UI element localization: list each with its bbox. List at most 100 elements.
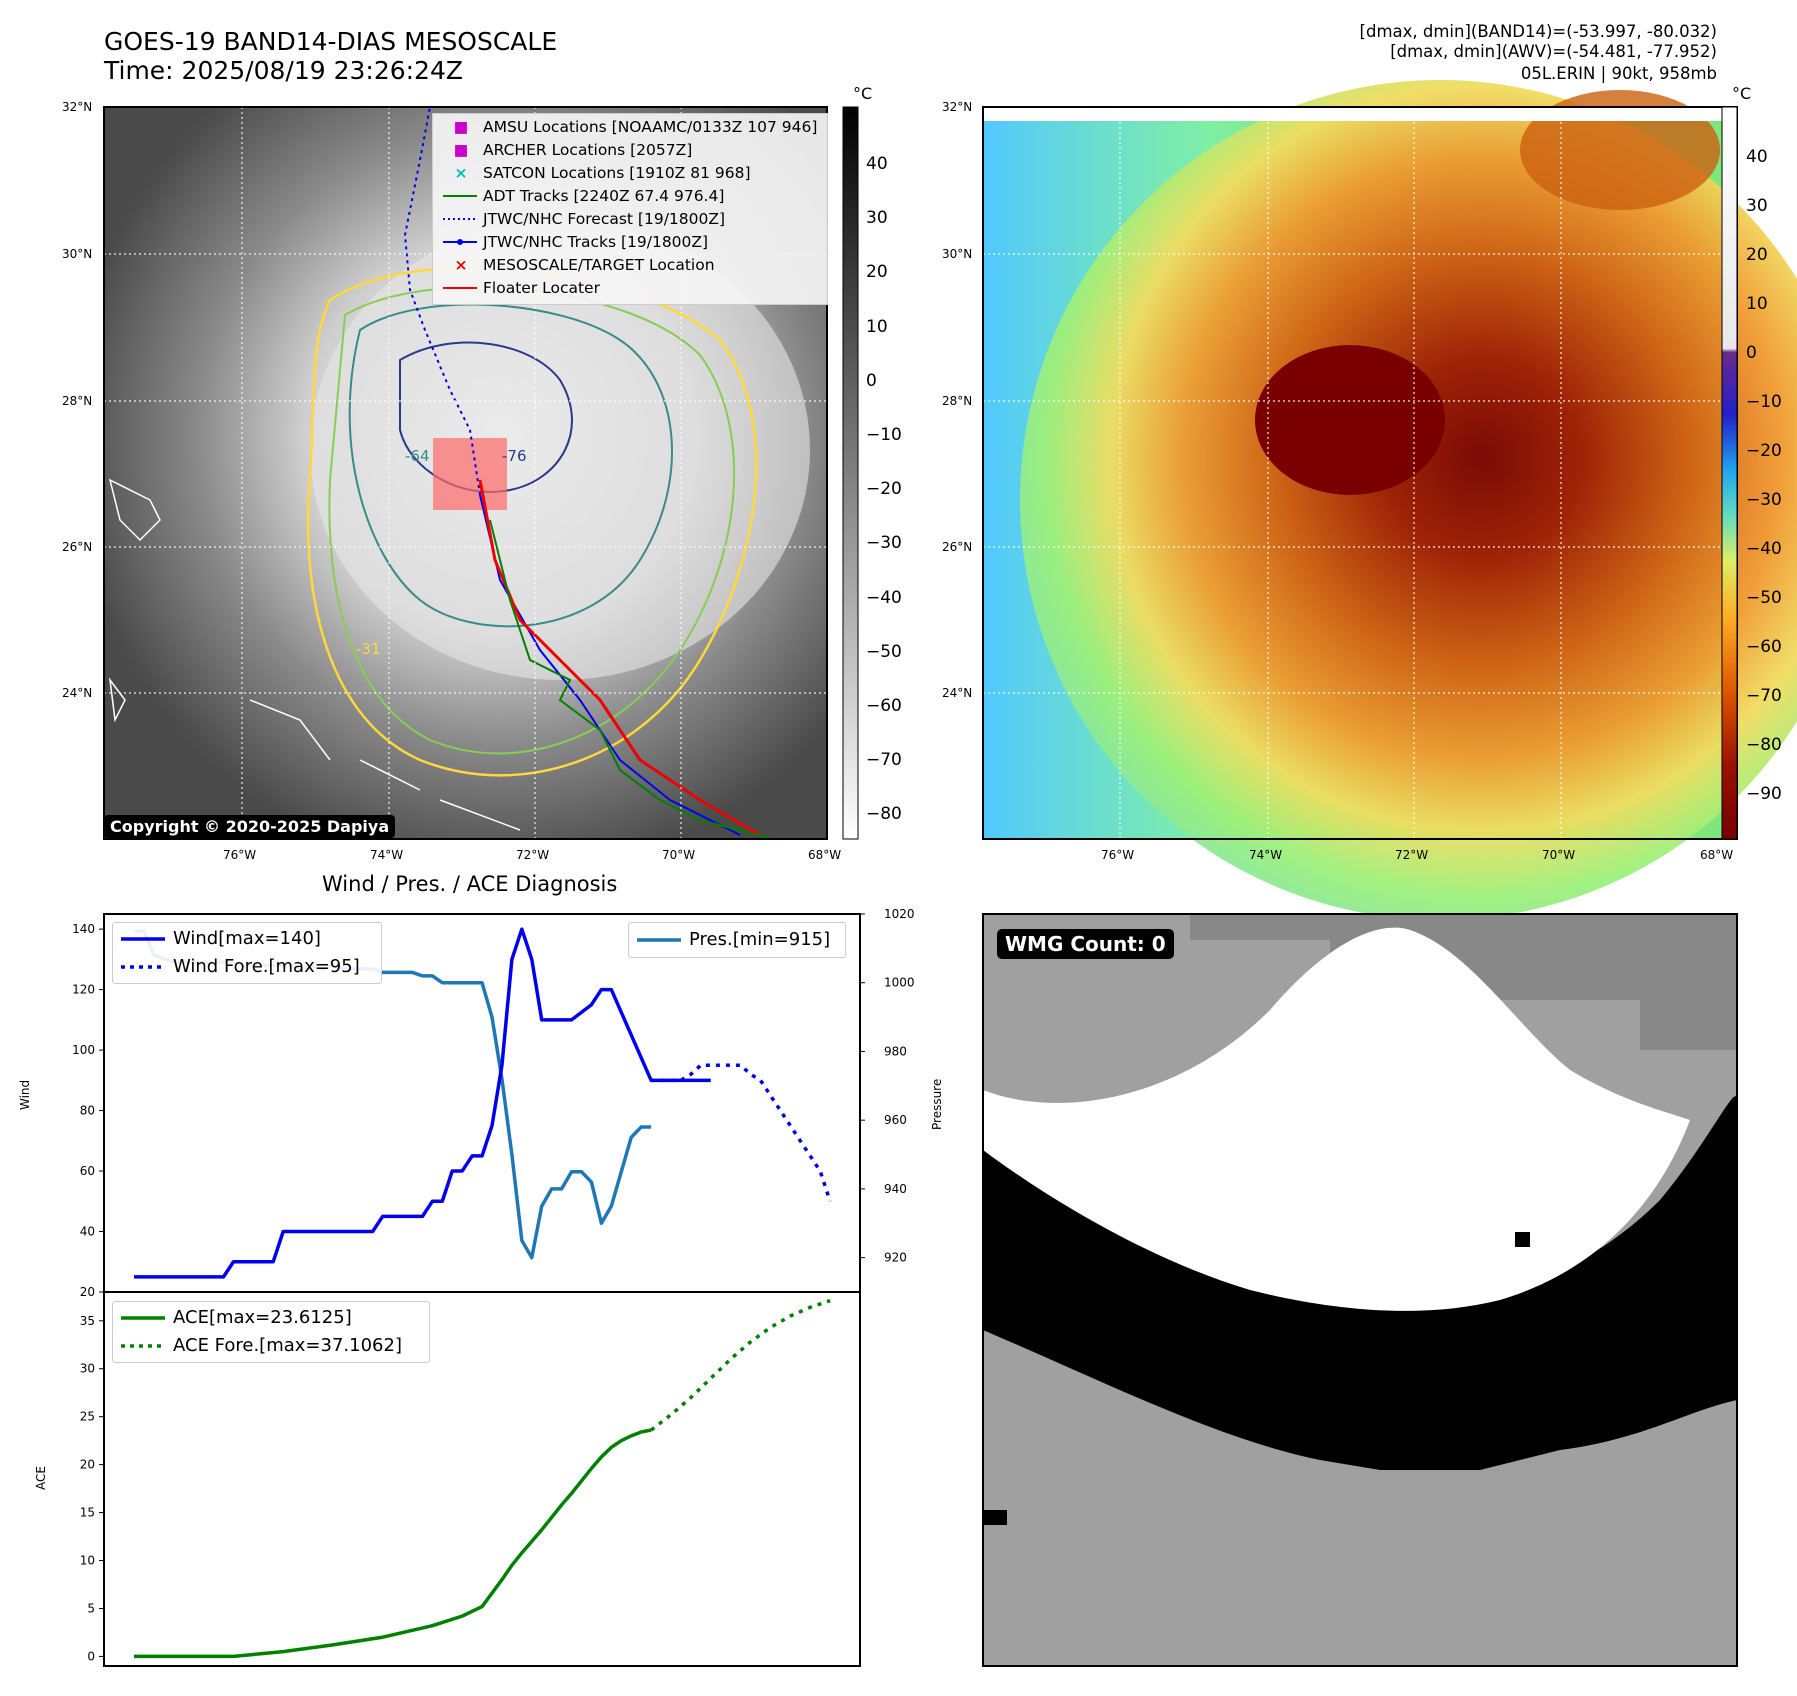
figure-title: GOES-19 BAND14-DIAS MESOSCALE — [104, 27, 558, 56]
colorbar-tick-label: 10 — [866, 316, 888, 337]
ace-legend: ACE[max=23.6125] ACE Fore.[max=37.1062] — [112, 1301, 430, 1363]
legend-label: ACE Fore.[max=37.1062] — [173, 1335, 402, 1356]
lon-label: 68°W — [808, 848, 842, 862]
lat-label: 28°N — [942, 394, 973, 408]
legend-label: Pres.[min=915] — [689, 929, 831, 950]
pressure-tick-label: 920 — [884, 1251, 907, 1265]
ace-tick-label: 10 — [80, 1554, 95, 1568]
lat-label: 24°N — [942, 686, 973, 700]
left-colorbar-unit: °C — [853, 84, 873, 103]
colorbar-tick-label: 20 — [1746, 245, 1768, 265]
wind-tick-label: 140 — [72, 922, 95, 936]
lon-label: 72°W — [516, 848, 550, 862]
info-awv: [dmax, dmin](AWV)=(-54.481, -77.952) — [1390, 42, 1717, 61]
ace-tick-label: 25 — [80, 1410, 95, 1424]
colorbar-tick-label: 10 — [1746, 294, 1768, 314]
lat-label: 24°N — [62, 686, 93, 700]
colorbar-tick-label: 30 — [866, 208, 888, 229]
ace-line — [134, 1428, 652, 1659]
lon-label: 74°W — [370, 848, 404, 862]
legend-line-icon — [121, 1316, 165, 1320]
pressure-legend: Pres.[min=915] — [628, 922, 846, 958]
lon-label: 70°W — [1542, 848, 1576, 862]
legend-line-icon — [443, 287, 477, 289]
legend-row-archer: ■ ARCHER Locations [2057Z] — [433, 139, 827, 161]
colorbar-tick-label: 20 — [866, 262, 888, 283]
colorbar-tick-label: −20 — [1746, 441, 1782, 461]
figure-time: Time: 2025/08/19 23:26:24Z — [104, 56, 463, 85]
copyright-badge: Copyright © 2020-2025 Dapiya — [104, 815, 396, 838]
colorbar-tick-label: −30 — [1746, 490, 1782, 510]
legend-square-icon: ■ — [453, 118, 469, 136]
legend-label: JTWC/NHC Tracks [19/1800Z] — [483, 233, 709, 251]
ace-tick-label: 30 — [80, 1362, 95, 1376]
wind-line — [134, 927, 711, 1279]
legend-label: Wind Fore.[max=95] — [173, 956, 360, 977]
colorbar-tick-label: 40 — [866, 154, 888, 174]
legend-row-adt: ADT Tracks [2240Z 67.4 976.4] — [433, 185, 827, 207]
contour-label: -31 — [356, 640, 381, 658]
legend-line-icon — [637, 938, 681, 942]
colorbar-tick-label: −10 — [1746, 392, 1782, 412]
pressure-tick-label: 980 — [884, 1044, 907, 1058]
colorbar-tick-label: −60 — [1746, 637, 1782, 657]
legend-row-forecast: JTWC/NHC Forecast [19/1800Z] — [433, 208, 827, 230]
legend-row-target: × MESOSCALE/TARGET Location — [433, 254, 827, 276]
wind-tick-label: 100 — [72, 1043, 95, 1057]
colorbar-tick-label: 30 — [1746, 196, 1768, 216]
lat-label: 30°N — [62, 247, 93, 261]
lon-label: 74°W — [1249, 848, 1283, 862]
legend-line-icon — [121, 937, 165, 941]
legend-label: ADT Tracks [2240Z 67.4 976.4] — [483, 187, 725, 205]
legend-label: ACE[max=23.6125] — [173, 1307, 352, 1328]
legend-label: SATCON Locations [1910Z 81 968] — [483, 164, 751, 182]
wind-tick-label: 60 — [80, 1164, 95, 1178]
ace-tick-label: 35 — [80, 1314, 95, 1328]
wind-legend: Wind[max=140] Wind Fore.[max=95] — [112, 922, 382, 984]
colorbar-tick-label: 40 — [1746, 147, 1768, 167]
legend-row-tracks: JTWC/NHC Tracks [19/1800Z] — [433, 231, 827, 253]
info-storm: 05L.ERIN | 90kt, 958mb — [1520, 64, 1717, 83]
ace-panel-frame — [103, 1291, 861, 1667]
right-colorbar-unit: °C — [1732, 84, 1752, 103]
legend-label: JTWC/NHC Forecast [19/1800Z] — [483, 210, 726, 228]
lon-label: 68°W — [1700, 848, 1734, 862]
contour-label: -76 — [502, 447, 527, 465]
lon-label: 76°W — [1101, 848, 1135, 862]
legend-line-icon — [443, 195, 477, 197]
legend-label: Floater Locater — [483, 279, 600, 297]
wind-tick-label: 40 — [80, 1225, 95, 1239]
colorbar-tick-label: −50 — [1746, 588, 1782, 608]
pressure-tick-label: 960 — [884, 1113, 907, 1127]
diagnosis-title: Wind / Pres. / ACE Diagnosis — [322, 872, 618, 896]
legend-row-floater: Floater Locater — [433, 277, 827, 299]
ace-tick-label: 20 — [80, 1458, 95, 1472]
pressure-tick-label: 1000 — [884, 976, 915, 990]
wind-tick-label: 120 — [72, 983, 95, 997]
pressure-tick-label: 940 — [884, 1182, 907, 1196]
colorbar-tick-label: −40 — [866, 587, 902, 608]
legend-label: MESOSCALE/TARGET Location — [483, 256, 715, 274]
lat-label: 32°N — [62, 100, 93, 114]
info-band14: [dmax, dmin](BAND14)=(-53.997, -80.032) — [1359, 22, 1717, 41]
legend-row-satcon: × SATCON Locations [1910Z 81 968] — [433, 162, 827, 184]
legend-line-dot-icon — [443, 239, 477, 245]
legend-row-amsu: ■ AMSU Locations [NOAAMC/0133Z 107 946] — [433, 116, 827, 138]
legend-dotted-line-icon — [443, 218, 477, 220]
legend-square-icon: ■ — [453, 141, 469, 159]
legend-label: ARCHER Locations [2057Z] — [483, 141, 693, 159]
lon-label: 72°W — [1395, 848, 1429, 862]
legend-label: AMSU Locations [NOAAMC/0133Z 107 946] — [483, 118, 818, 136]
wmg-count-badge: WMG Count: 0 — [997, 929, 1174, 959]
legend-cross-icon: × — [454, 256, 468, 274]
colorbar-tick-label: −80 — [1746, 735, 1782, 755]
legend-dotted-line-icon — [121, 965, 165, 969]
wind-tick-label: 80 — [80, 1104, 95, 1118]
colorbar-tick-label: 0 — [1746, 343, 1757, 363]
ace-forecast-line — [650, 1298, 831, 1432]
ace-tick-label: 15 — [80, 1506, 95, 1520]
colorbar-tick-label: −70 — [866, 750, 902, 771]
wind-forecast-line — [651, 1063, 832, 1202]
colorbar-tick-label: −90 — [1746, 784, 1782, 804]
ace-tick-label: 0 — [87, 1649, 95, 1663]
